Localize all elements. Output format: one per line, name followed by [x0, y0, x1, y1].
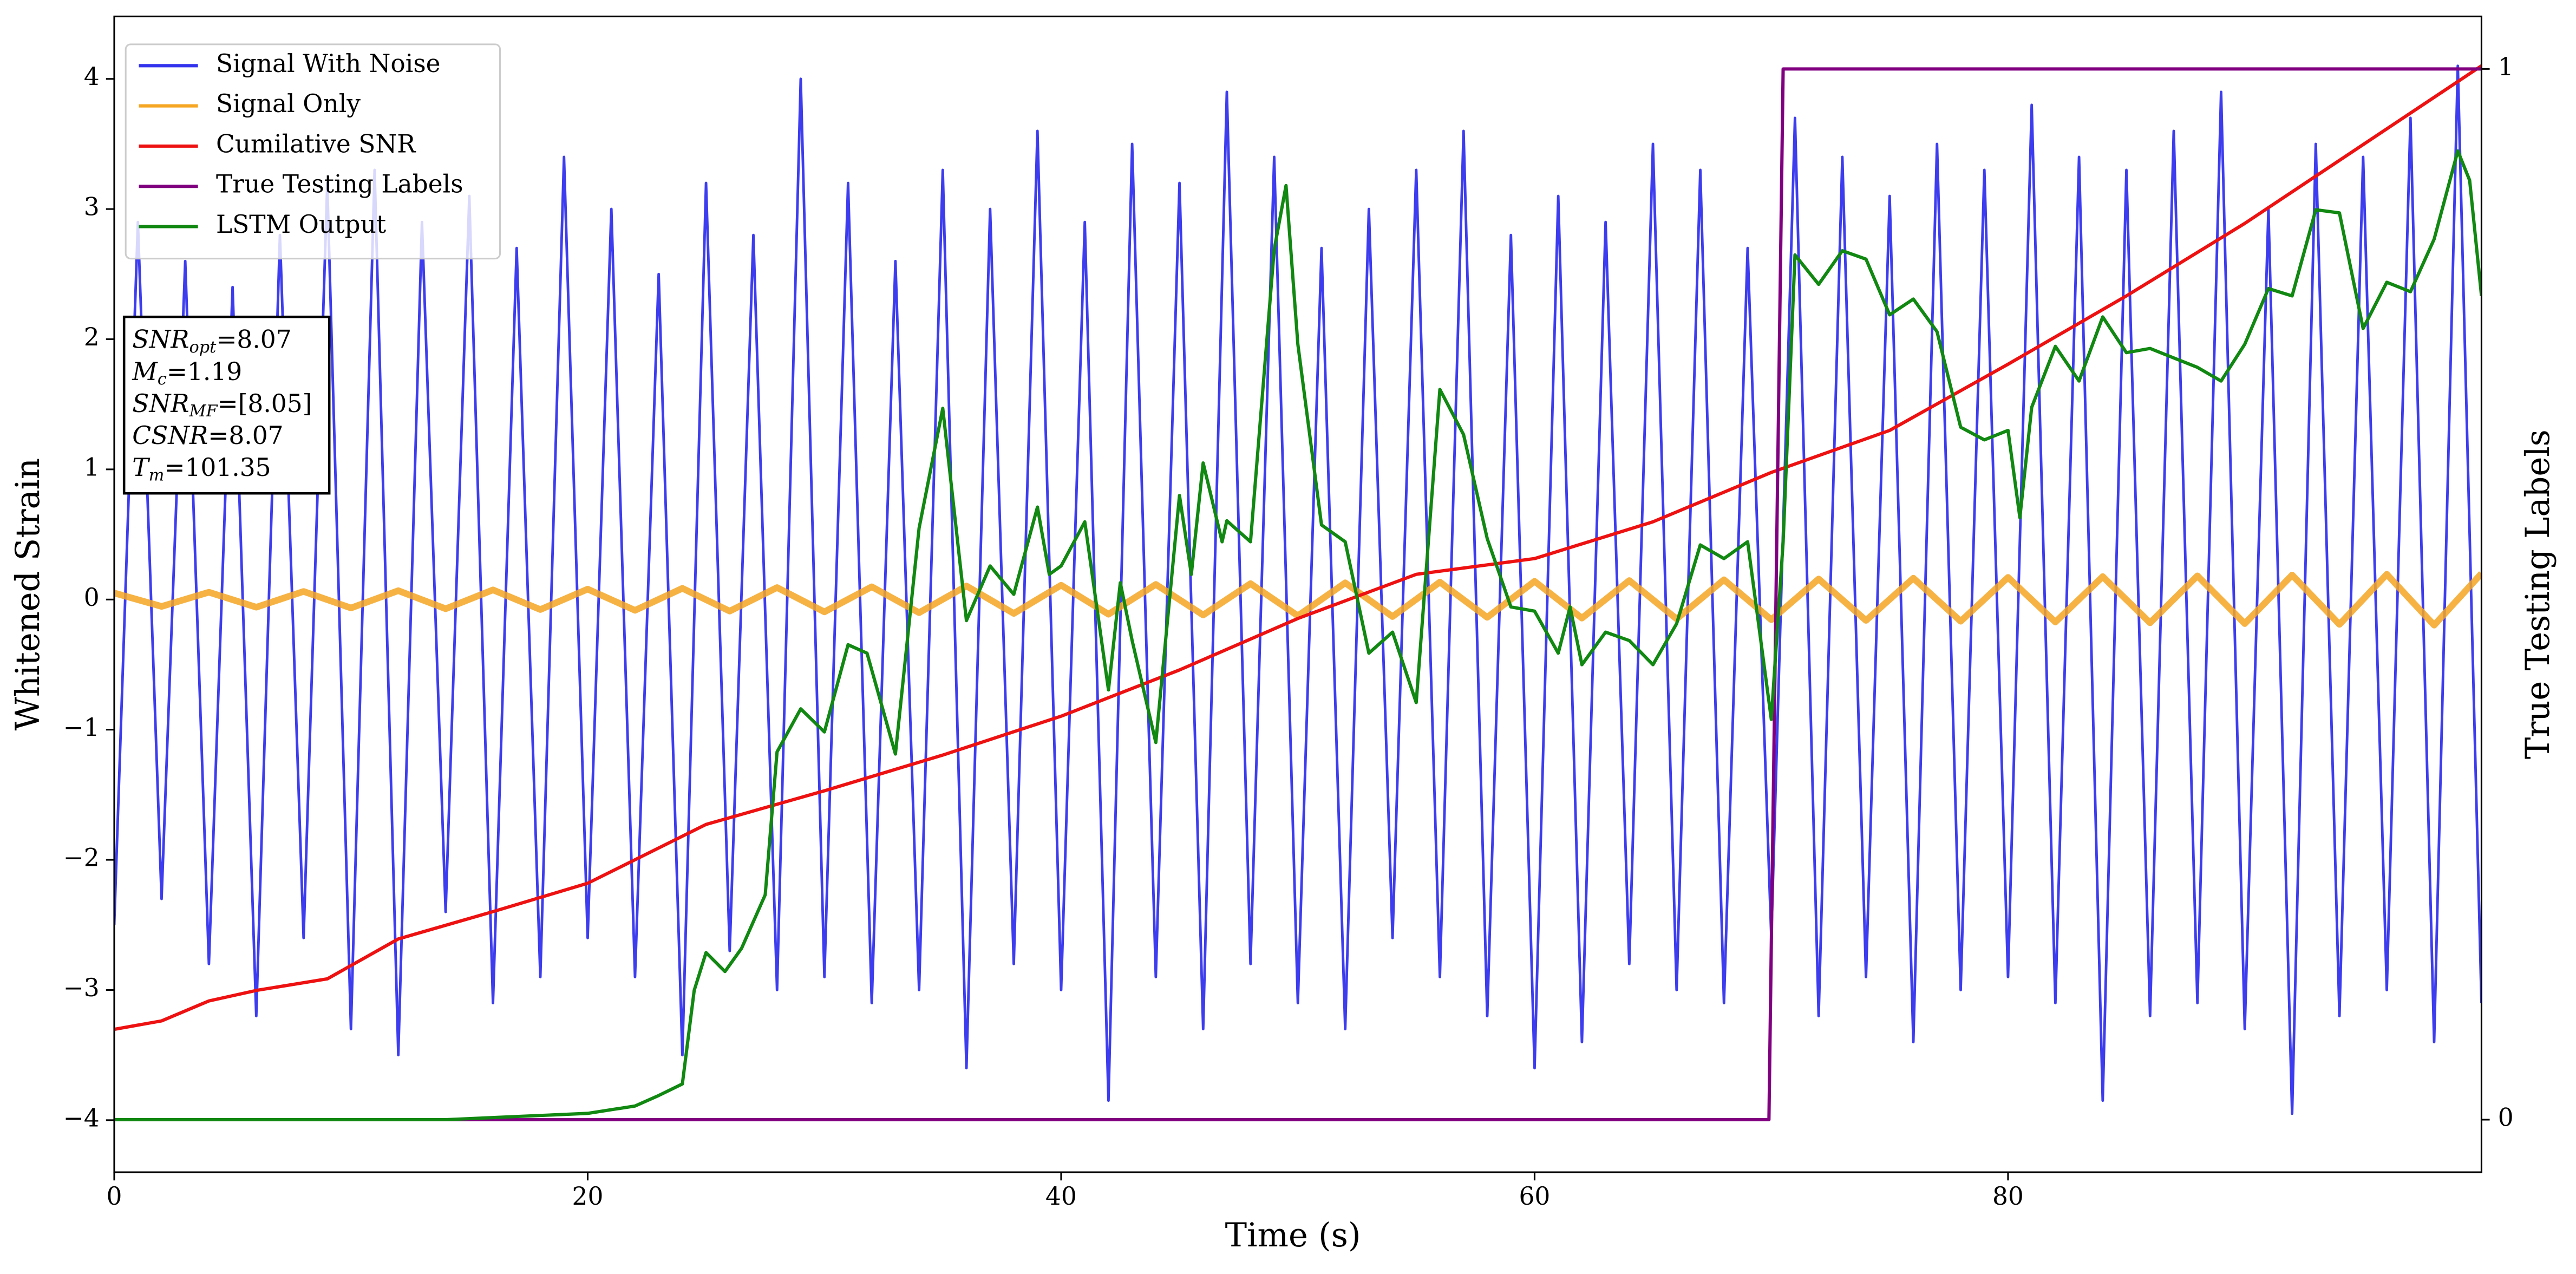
- annotation-subscript: m: [149, 466, 165, 485]
- legend-label: Cumilative SNR: [216, 129, 416, 158]
- annotation-value: =8.07: [216, 325, 291, 354]
- legend-label: LSTM Output: [216, 210, 386, 239]
- y2-tick-label: 1: [2498, 53, 2514, 81]
- series-line: [114, 64, 2482, 1031]
- annotation-frame: [122, 315, 331, 495]
- annotation-symbol: M: [132, 357, 158, 386]
- annotation-subscript: c: [158, 370, 167, 389]
- y-tick-label: −1: [63, 713, 100, 742]
- y2-tick-label: 0: [2498, 1103, 2514, 1132]
- annotation-value: =101.35: [164, 453, 271, 482]
- legend-label: Signal With Noise: [216, 49, 441, 78]
- annotation-line: Mc=1.19: [132, 357, 242, 389]
- annotation: SNRopt=8.07Mc=1.19SNRMF=[8.05]CSNR=8.07T…: [122, 315, 331, 495]
- legend-label: True Testing Labels: [216, 170, 463, 199]
- series-line: [114, 571, 2482, 629]
- y-tick-label: 3: [84, 193, 100, 221]
- annotation-symbol: T: [132, 453, 151, 482]
- annotation-subscript: opt: [189, 338, 217, 357]
- y-tick-label: −4: [63, 1103, 100, 1132]
- annotation-symbol: CSNR: [132, 421, 208, 450]
- legend-label: Signal Only: [216, 89, 361, 118]
- y-tick-label: −3: [63, 974, 100, 1002]
- x-tick-label: 20: [572, 1182, 604, 1211]
- x-tick-label: 80: [1992, 1182, 2024, 1211]
- annotation-line: CSNR=8.07: [132, 421, 283, 450]
- annotation-value: =1.19: [167, 357, 242, 386]
- x-tick-label: 40: [1045, 1182, 1077, 1211]
- x-axis-label: Time (s): [1225, 1217, 1361, 1255]
- x-tick-label: 0: [106, 1182, 122, 1211]
- series-line: [114, 64, 2482, 1115]
- legend: Signal With Noise Signal Only Cumilative S…: [125, 43, 501, 260]
- y-tick-label: 1: [84, 453, 100, 481]
- legend-frame: [125, 43, 501, 260]
- y-tick-label: 4: [84, 62, 100, 91]
- x-tick-label: 60: [1519, 1182, 1551, 1211]
- series-line: [114, 149, 2482, 1122]
- y2-axis-label: True Testing Labels: [2519, 429, 2557, 759]
- plot-area: [114, 64, 2482, 1122]
- series-line: [114, 67, 2482, 1122]
- annotation-symbol: SNR: [132, 325, 189, 354]
- annotation-symbol: SNR: [132, 389, 189, 417]
- annotation-line: SNRopt=8.07: [132, 325, 291, 357]
- y-axis-label: Whitened Strain: [9, 458, 47, 730]
- axes-frame: [113, 15, 2482, 1173]
- annotation-line: SNRMF=[8.05]: [132, 389, 312, 421]
- annotation-line: Tm=101.35: [132, 453, 271, 485]
- annotation-value: =8.07: [208, 421, 283, 450]
- annotation-value: =[8.05]: [218, 389, 312, 417]
- annotation-subscript: MF: [188, 402, 218, 421]
- y-tick-label: −2: [63, 844, 100, 872]
- y-tick-label: 0: [84, 583, 100, 612]
- y-tick-label: 2: [84, 323, 100, 351]
